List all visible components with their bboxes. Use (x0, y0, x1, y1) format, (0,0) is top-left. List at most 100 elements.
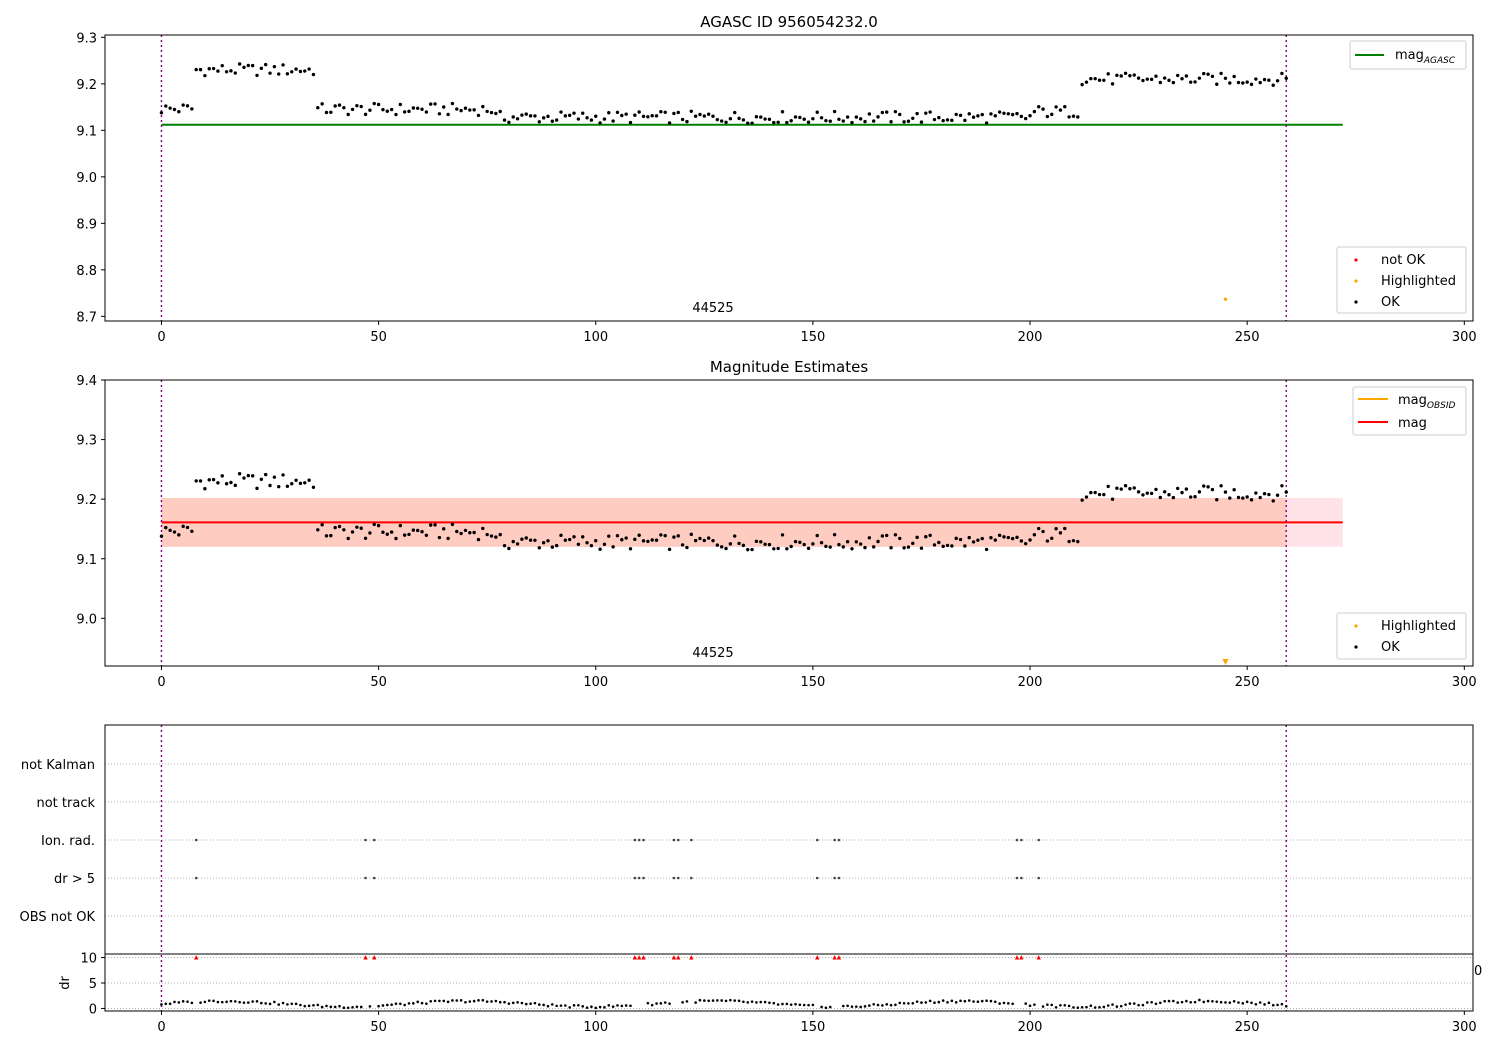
ok-point (980, 112, 984, 117)
dr-point (1093, 1006, 1097, 1009)
x-tick-label: 250 (1235, 1020, 1260, 1035)
ok-point (389, 107, 394, 112)
dr-point (429, 999, 433, 1003)
ok-point (494, 111, 498, 116)
ok-point (502, 118, 507, 122)
ok-point (541, 541, 546, 545)
ok-point (698, 112, 702, 117)
ok-point (641, 114, 646, 119)
panel2-title: Magnitude Estimates (710, 358, 868, 376)
dr-point (876, 1003, 880, 1007)
dr-point (498, 1000, 502, 1004)
ok-point (880, 110, 885, 115)
ok-point (750, 121, 754, 125)
x-tick-label: 200 (1018, 1020, 1043, 1035)
ok-point (159, 534, 164, 538)
ok-point (355, 103, 359, 108)
dr-point (442, 999, 446, 1003)
dr-point (390, 1003, 393, 1007)
ok-point (1010, 112, 1015, 117)
ok-point (858, 117, 863, 121)
ok-point (819, 540, 824, 545)
dr-point (989, 999, 993, 1003)
dr-point (203, 1000, 207, 1004)
ok-point (1180, 490, 1184, 495)
ok-point (893, 533, 898, 537)
ok-point (342, 106, 346, 110)
flag-point (372, 876, 376, 880)
ok-point (815, 533, 819, 538)
dr-point (1284, 1005, 1288, 1008)
dr-point (351, 1005, 354, 1009)
dr-point (303, 1004, 307, 1008)
ok-point (1002, 111, 1006, 115)
ok-point (237, 472, 242, 476)
ok-point (1067, 539, 1071, 544)
dr-point (959, 999, 962, 1003)
ok-point (1171, 495, 1176, 500)
ok-point (511, 115, 515, 119)
ok-point (802, 542, 806, 547)
dr-point (568, 1006, 571, 1009)
dr-point (1111, 1003, 1114, 1006)
ok-point (728, 542, 733, 546)
ok-point (233, 71, 237, 75)
ok-point (1136, 490, 1141, 494)
ok-point (446, 112, 450, 117)
ok-point (1175, 486, 1180, 491)
ok-point (481, 104, 485, 109)
ok-point (1015, 535, 1019, 540)
flag-point (1015, 838, 1019, 842)
dr-point (950, 999, 954, 1003)
ok-point (533, 538, 537, 543)
dr-point (1007, 1002, 1010, 1005)
ok-point (307, 478, 311, 482)
ok-point (1058, 108, 1063, 112)
dr-point (933, 1001, 936, 1005)
dr-point (420, 1001, 424, 1005)
dr-point (616, 1004, 619, 1007)
ok-point (220, 63, 224, 68)
ok-point (1141, 78, 1145, 83)
flag-point (1020, 876, 1023, 880)
ok-point (164, 104, 168, 108)
dr-point (1193, 1000, 1197, 1004)
dr-point (1280, 1002, 1284, 1006)
ok-point (220, 474, 224, 478)
dr-point (412, 1002, 415, 1005)
dr-point (559, 1004, 563, 1007)
ok-point (928, 533, 932, 538)
ok-point (841, 119, 845, 123)
ok-point (733, 534, 737, 538)
dr-point (1202, 1000, 1206, 1004)
dr-point (993, 1000, 997, 1004)
ok-point (932, 117, 937, 122)
ok-point (598, 547, 602, 551)
dr-point (511, 1001, 515, 1005)
ok-point (533, 114, 537, 118)
dr-point (229, 999, 233, 1003)
ok-point (1284, 76, 1288, 80)
ok-point (876, 539, 880, 544)
ok-point (672, 111, 676, 116)
dr-point (1072, 1006, 1075, 1009)
dr-point (433, 999, 437, 1003)
ok-point (563, 538, 568, 542)
ok-point (242, 476, 246, 480)
ok-point (385, 532, 389, 536)
ok-point (1206, 485, 1210, 489)
ok-point (984, 547, 989, 552)
y-tick-label: 9.2 (76, 493, 97, 508)
ok-point (1228, 81, 1232, 85)
ok-point (1275, 493, 1280, 497)
dr-point (915, 1000, 919, 1003)
ok-point (1006, 112, 1011, 116)
y-tick-label: 8.7 (76, 310, 97, 325)
dr-point (772, 1001, 776, 1005)
dr-point (598, 1005, 602, 1009)
dr-point (863, 1005, 867, 1008)
ok-point (394, 112, 398, 117)
dr-point (1232, 999, 1236, 1003)
dr-point (1189, 1000, 1193, 1004)
x-tick-label: 150 (800, 675, 825, 690)
